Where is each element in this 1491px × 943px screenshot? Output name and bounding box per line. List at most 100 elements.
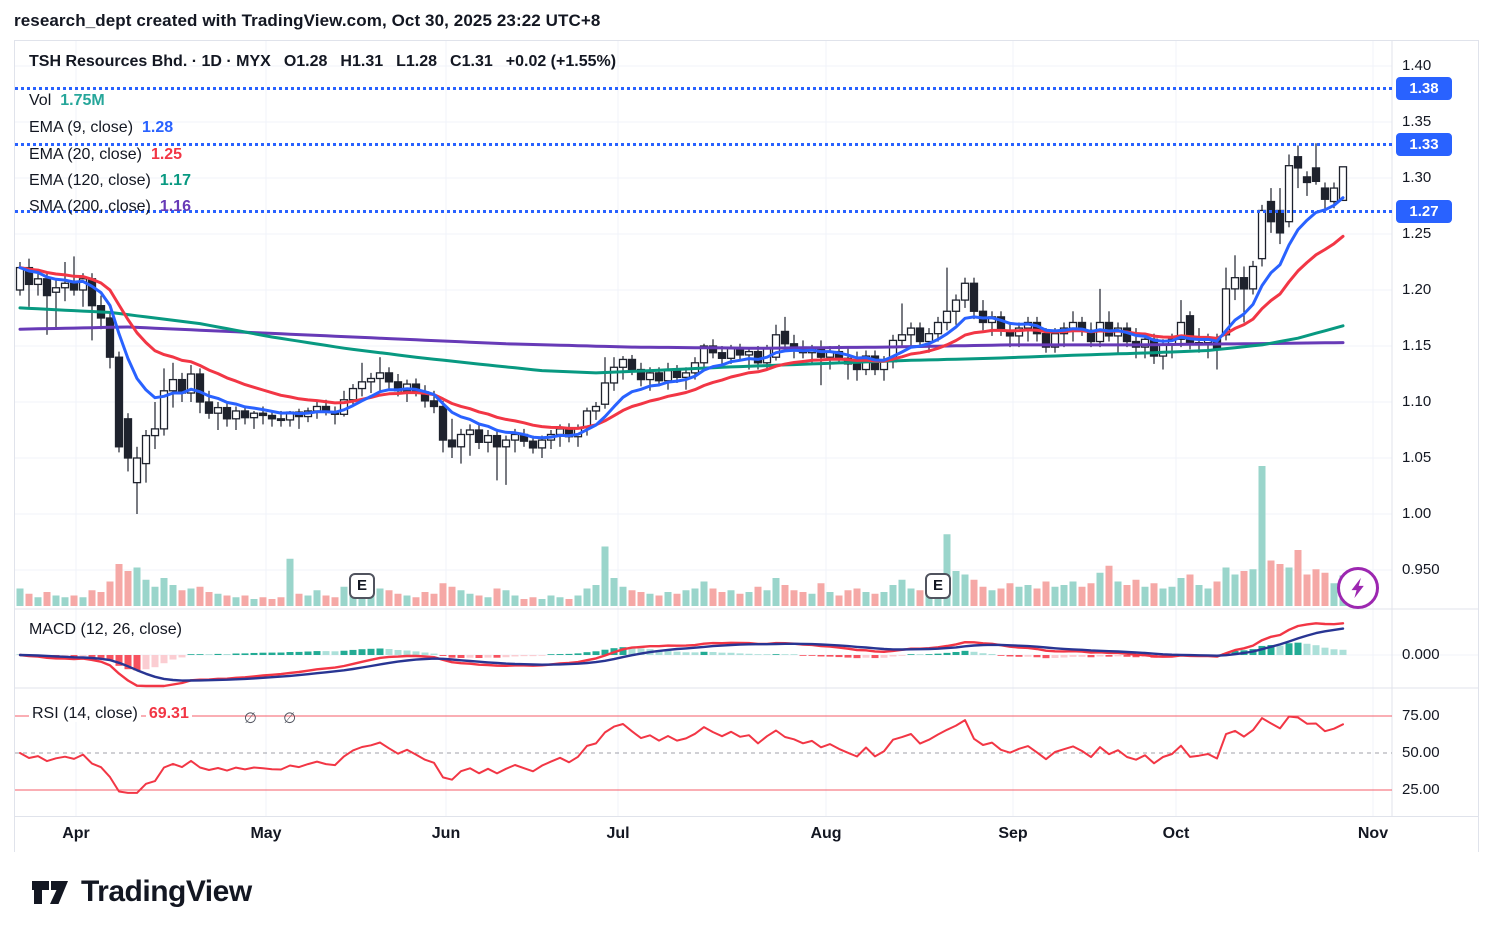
macd-hist-bar bbox=[394, 649, 402, 655]
chart-canvas[interactable] bbox=[15, 41, 1478, 816]
alert-line[interactable] bbox=[15, 210, 1392, 214]
volume-bar bbox=[601, 546, 609, 606]
volume-bar bbox=[565, 599, 573, 606]
candle-body bbox=[915, 327, 925, 343]
chart-widget: TSH Resources Bhd. · 1D · MYX O1.28 H1.3… bbox=[14, 40, 1479, 852]
volume-bar bbox=[286, 558, 294, 606]
volume-bar bbox=[538, 599, 546, 606]
volume-bar bbox=[1087, 583, 1095, 606]
volume-bar bbox=[403, 595, 411, 606]
macd-hist-bar bbox=[1123, 655, 1131, 657]
macd-hist-bar bbox=[457, 655, 465, 658]
alert-price-badge[interactable]: 1.38 bbox=[1396, 76, 1452, 100]
legend-row-ema20: EMA (20, close) 1.25 bbox=[29, 145, 182, 165]
macd-hist-bar bbox=[907, 654, 915, 655]
candle-body bbox=[645, 372, 655, 381]
candle-body bbox=[1329, 187, 1339, 203]
macd-hist-bar bbox=[331, 651, 339, 655]
macd-hist-bar bbox=[853, 655, 861, 659]
macd-hist-bar bbox=[421, 652, 429, 655]
candle-body bbox=[591, 405, 601, 412]
candle-body bbox=[465, 429, 475, 436]
candle-body bbox=[150, 428, 160, 437]
tradingview-branding[interactable]: TradingView bbox=[30, 872, 252, 912]
macd-hist-bar bbox=[664, 650, 672, 655]
volume-bar bbox=[106, 581, 114, 606]
volume-bar bbox=[700, 581, 708, 606]
macd-hist-bar bbox=[592, 651, 600, 655]
macd-hist-bar bbox=[1042, 655, 1050, 659]
candle-body bbox=[600, 382, 610, 405]
sma200-value: 1.16 bbox=[159, 198, 191, 215]
macd-hist-bar bbox=[709, 651, 717, 655]
sma200-label: SMA (200, close) bbox=[29, 198, 151, 215]
volume-bar bbox=[1249, 569, 1257, 606]
candle-body bbox=[24, 266, 34, 286]
earnings-badge[interactable]: E bbox=[349, 573, 375, 599]
volume-bar bbox=[1330, 583, 1338, 606]
candle-body bbox=[654, 372, 664, 382]
volume-bar bbox=[1078, 586, 1086, 606]
macd-hist-bar bbox=[790, 654, 798, 655]
time-axis[interactable]: Apr May Jun Jul Aug Sep Oct Nov bbox=[15, 816, 1478, 852]
flash-boost-button[interactable] bbox=[1337, 567, 1379, 609]
alert-price-badge[interactable]: 1.27 bbox=[1396, 200, 1452, 224]
macd-hist-bar bbox=[1276, 645, 1284, 655]
volume-bar bbox=[853, 588, 861, 606]
candle-body bbox=[1185, 315, 1195, 346]
candle-body bbox=[1284, 165, 1294, 223]
macd-hist-bar bbox=[160, 655, 168, 664]
macd-hist-bar bbox=[466, 655, 474, 658]
volume-bar bbox=[502, 590, 510, 606]
volume-bar bbox=[754, 586, 762, 606]
ohlc-close: C1.31 bbox=[450, 53, 493, 70]
volume-bar bbox=[1258, 466, 1266, 606]
legend-row-sma200: SMA (200, close) 1.16 bbox=[29, 197, 191, 217]
volume-bar bbox=[1303, 574, 1311, 606]
macd-hist-bar bbox=[403, 650, 411, 655]
candle-body bbox=[969, 282, 979, 312]
tradingview-logo-icon bbox=[32, 881, 68, 904]
volume-bar bbox=[835, 595, 843, 606]
candle-body bbox=[456, 433, 466, 448]
volume-bar bbox=[25, 593, 33, 606]
macd-hist-bar bbox=[583, 652, 591, 655]
candle-body bbox=[186, 373, 196, 394]
macd-hist-bar bbox=[205, 654, 213, 655]
ohlc-low: L1.28 bbox=[396, 53, 438, 70]
alert-line[interactable] bbox=[15, 86, 1392, 90]
volume-bar bbox=[682, 590, 690, 606]
candle-body bbox=[258, 412, 268, 417]
legend-row-ema9: EMA (9, close) 1.28 bbox=[29, 118, 173, 138]
macd-legend: MACD (12, 26, close) bbox=[29, 621, 182, 638]
volume-bar bbox=[1042, 581, 1050, 606]
macd-hist-bar bbox=[493, 655, 501, 658]
volume-bar bbox=[1240, 571, 1248, 606]
macd-hist-bar bbox=[223, 654, 231, 655]
candle-body bbox=[537, 439, 547, 449]
earnings-badge[interactable]: E bbox=[925, 573, 951, 599]
volume-bar bbox=[1132, 579, 1140, 606]
alert-price-badge[interactable]: 1.33 bbox=[1396, 132, 1452, 156]
ema120-value: 1.17 bbox=[159, 172, 191, 189]
legend-row-ema120: EMA (120, close) 1.17 bbox=[29, 171, 191, 191]
macd-hist-bar bbox=[619, 647, 627, 655]
macd-hist-bar bbox=[538, 655, 546, 656]
macd-hist-bar bbox=[880, 655, 888, 658]
macd-hist-bar bbox=[574, 653, 582, 655]
volume-bar bbox=[70, 595, 78, 606]
time-axis-month-label: Jul bbox=[606, 825, 630, 842]
volume-bar bbox=[1105, 565, 1113, 606]
price-axis[interactable]: 1.40 1.35 1.30 1.25 1.20 1.15 1.10 1.05 1.00 0.95… bbox=[1392, 41, 1478, 816]
volume-bar bbox=[322, 595, 330, 606]
macd-hist-bar bbox=[115, 655, 123, 666]
volume-bar bbox=[619, 586, 627, 606]
rsi-axis-tick: 50.00 bbox=[1402, 744, 1440, 761]
candle-body bbox=[933, 321, 943, 335]
candle-body bbox=[1041, 333, 1051, 348]
rsi-axis-tick: 75.00 bbox=[1402, 707, 1440, 724]
volume-bar bbox=[952, 571, 960, 606]
alert-line[interactable] bbox=[15, 142, 1392, 146]
candle-body bbox=[204, 401, 214, 414]
candle-body bbox=[132, 457, 142, 484]
